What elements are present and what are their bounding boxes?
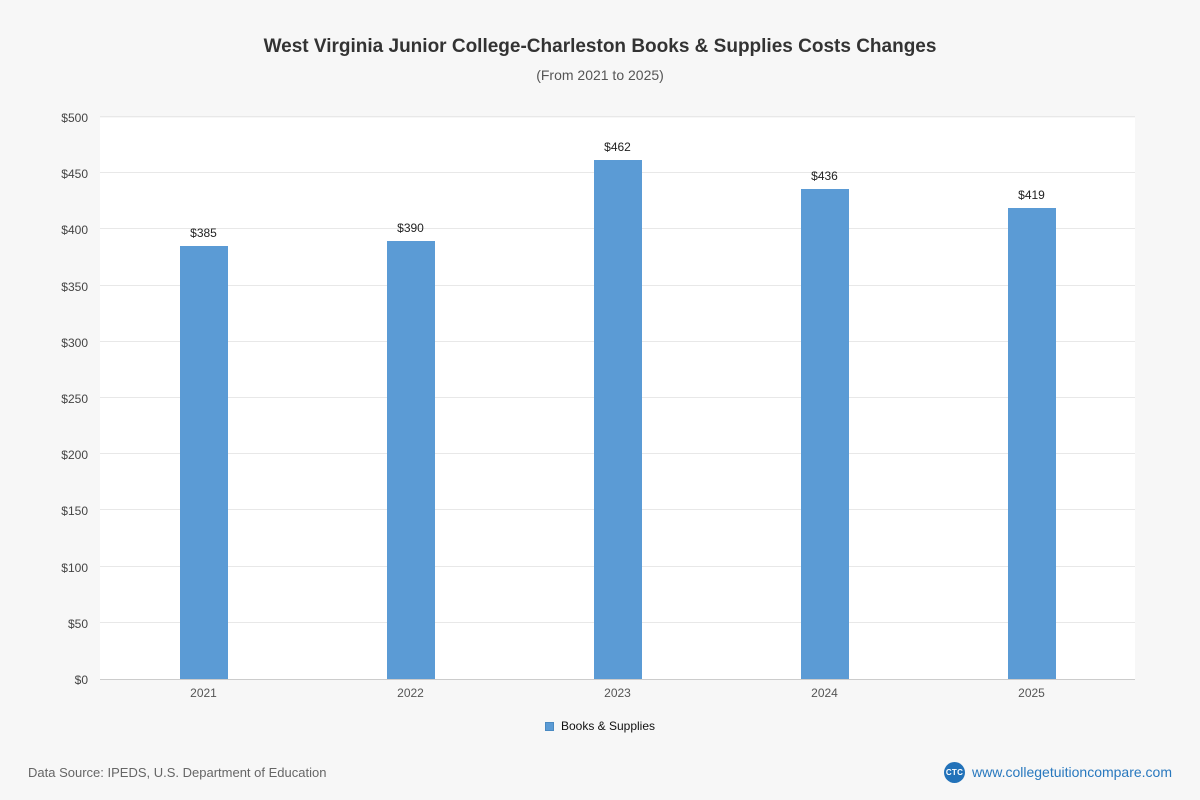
bar-2021[interactable]: $385 bbox=[179, 226, 228, 679]
y-axis-tick-label: $450 bbox=[61, 167, 88, 182]
plot-area: $385 $390 $462 $436 $419 bbox=[100, 116, 1135, 680]
y-axis-tick-label: $0 bbox=[74, 673, 88, 687]
y-axis: $0 $50 $100 $150 $200 $250 $300 $350 $400 $450 $50… bbox=[0, 111, 94, 687]
x-axis-label: 2021 bbox=[190, 686, 217, 700]
bar-2024[interactable]: $436 bbox=[800, 169, 849, 679]
x-axis-label: 2024 bbox=[811, 686, 838, 700]
bar-value-label: $390 bbox=[397, 220, 424, 235]
x-axis-label: 2025 bbox=[1018, 686, 1045, 700]
legend-swatch-icon bbox=[544, 721, 554, 731]
legend-label: Books & Supplies bbox=[560, 719, 656, 733]
bar-value-label: $419 bbox=[1018, 188, 1045, 203]
y-axis-tick-label: $200 bbox=[61, 448, 88, 463]
y-axis-tick-label: $350 bbox=[61, 279, 88, 294]
y-axis-tick-label: $100 bbox=[61, 560, 88, 575]
bar-slot: $390 bbox=[307, 118, 514, 679]
bar-value-label: $462 bbox=[604, 139, 631, 154]
chart-title: West Virginia Junior College-Charleston … bbox=[263, 36, 937, 57]
bar-slot: $385 bbox=[100, 118, 307, 679]
footer: Data Source: IPEDS, U.S. Department of E… bbox=[0, 744, 1200, 800]
y-axis-tick-label: $50 bbox=[67, 616, 88, 631]
y-axis-tick-label: $150 bbox=[61, 504, 88, 519]
bar-2025[interactable]: $419 bbox=[1007, 188, 1056, 679]
bar-value-label: $385 bbox=[190, 226, 217, 241]
chart-subtitle: (From 2021 to 2025) bbox=[536, 67, 664, 83]
bar-slot: $436 bbox=[721, 118, 928, 679]
bar-2023[interactable]: $462 bbox=[593, 140, 642, 679]
branding-link[interactable]: CTC www.collegetuitioncompare.com bbox=[944, 761, 1172, 783]
y-axis-tick-label: $400 bbox=[61, 223, 88, 238]
x-axis: 2021 2022 2023 2024 2025 bbox=[100, 686, 1135, 700]
x-axis-label: 2022 bbox=[397, 686, 424, 700]
bar-slot: $419 bbox=[928, 118, 1135, 679]
gridline bbox=[100, 116, 1135, 117]
bars-container: $385 $390 $462 $436 $419 bbox=[100, 118, 1135, 679]
branding-site-text: www.collegetuitioncompare.com bbox=[972, 764, 1172, 780]
y-axis-tick-label: $300 bbox=[61, 335, 88, 350]
ctc-logo-icon: CTC bbox=[944, 761, 966, 783]
bar-slot: $462 bbox=[514, 118, 721, 679]
legend[interactable]: Books & Supplies bbox=[0, 719, 1200, 733]
x-axis-label: 2023 bbox=[604, 686, 631, 700]
y-axis-tick-label: $500 bbox=[61, 111, 88, 125]
data-source-text: Data Source: IPEDS, U.S. Department of E… bbox=[28, 764, 327, 780]
bar-value-label: $436 bbox=[811, 168, 838, 183]
y-axis-tick-label: $250 bbox=[61, 392, 88, 406]
bar-2022[interactable]: $390 bbox=[386, 221, 435, 679]
